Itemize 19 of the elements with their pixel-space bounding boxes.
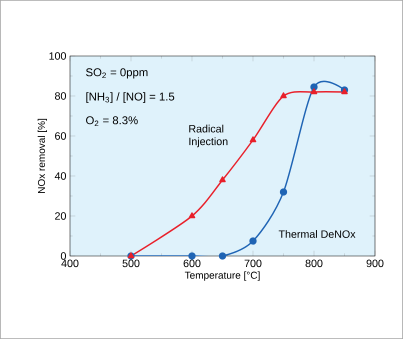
y-axis-title: NOx removal [%] <box>38 118 47 193</box>
x-tick-label: 900 <box>366 260 384 268</box>
annotation: O$_{2}$ = 8.3% <box>86 116 138 126</box>
y-tick-label: 60 <box>55 132 66 140</box>
y-tick-label: 80 <box>55 92 66 100</box>
x-tick-label: 800 <box>306 260 322 268</box>
series-label: Thermal DeNOx <box>278 230 356 238</box>
y-tick-label: 20 <box>55 212 66 220</box>
y-tick-label: 0 <box>60 252 66 260</box>
x-tick-label: 700 <box>244 260 262 268</box>
y-tick-label: 100 <box>49 52 66 60</box>
y-tick-label: 40 <box>54 172 66 180</box>
x-tick-label: 600 <box>184 260 200 268</box>
series-label: Radical Injection <box>189 124 228 148</box>
x-tick-label: 500 <box>122 260 140 268</box>
x-axis-title: Temperature [°C] <box>184 271 260 281</box>
annotation: [NH$_{3}$] / [NO] = 1.5 <box>86 92 174 103</box>
annotation: SO$_{2}$ = 0ppm <box>86 68 148 79</box>
x-tick-label: 400 <box>61 260 78 268</box>
